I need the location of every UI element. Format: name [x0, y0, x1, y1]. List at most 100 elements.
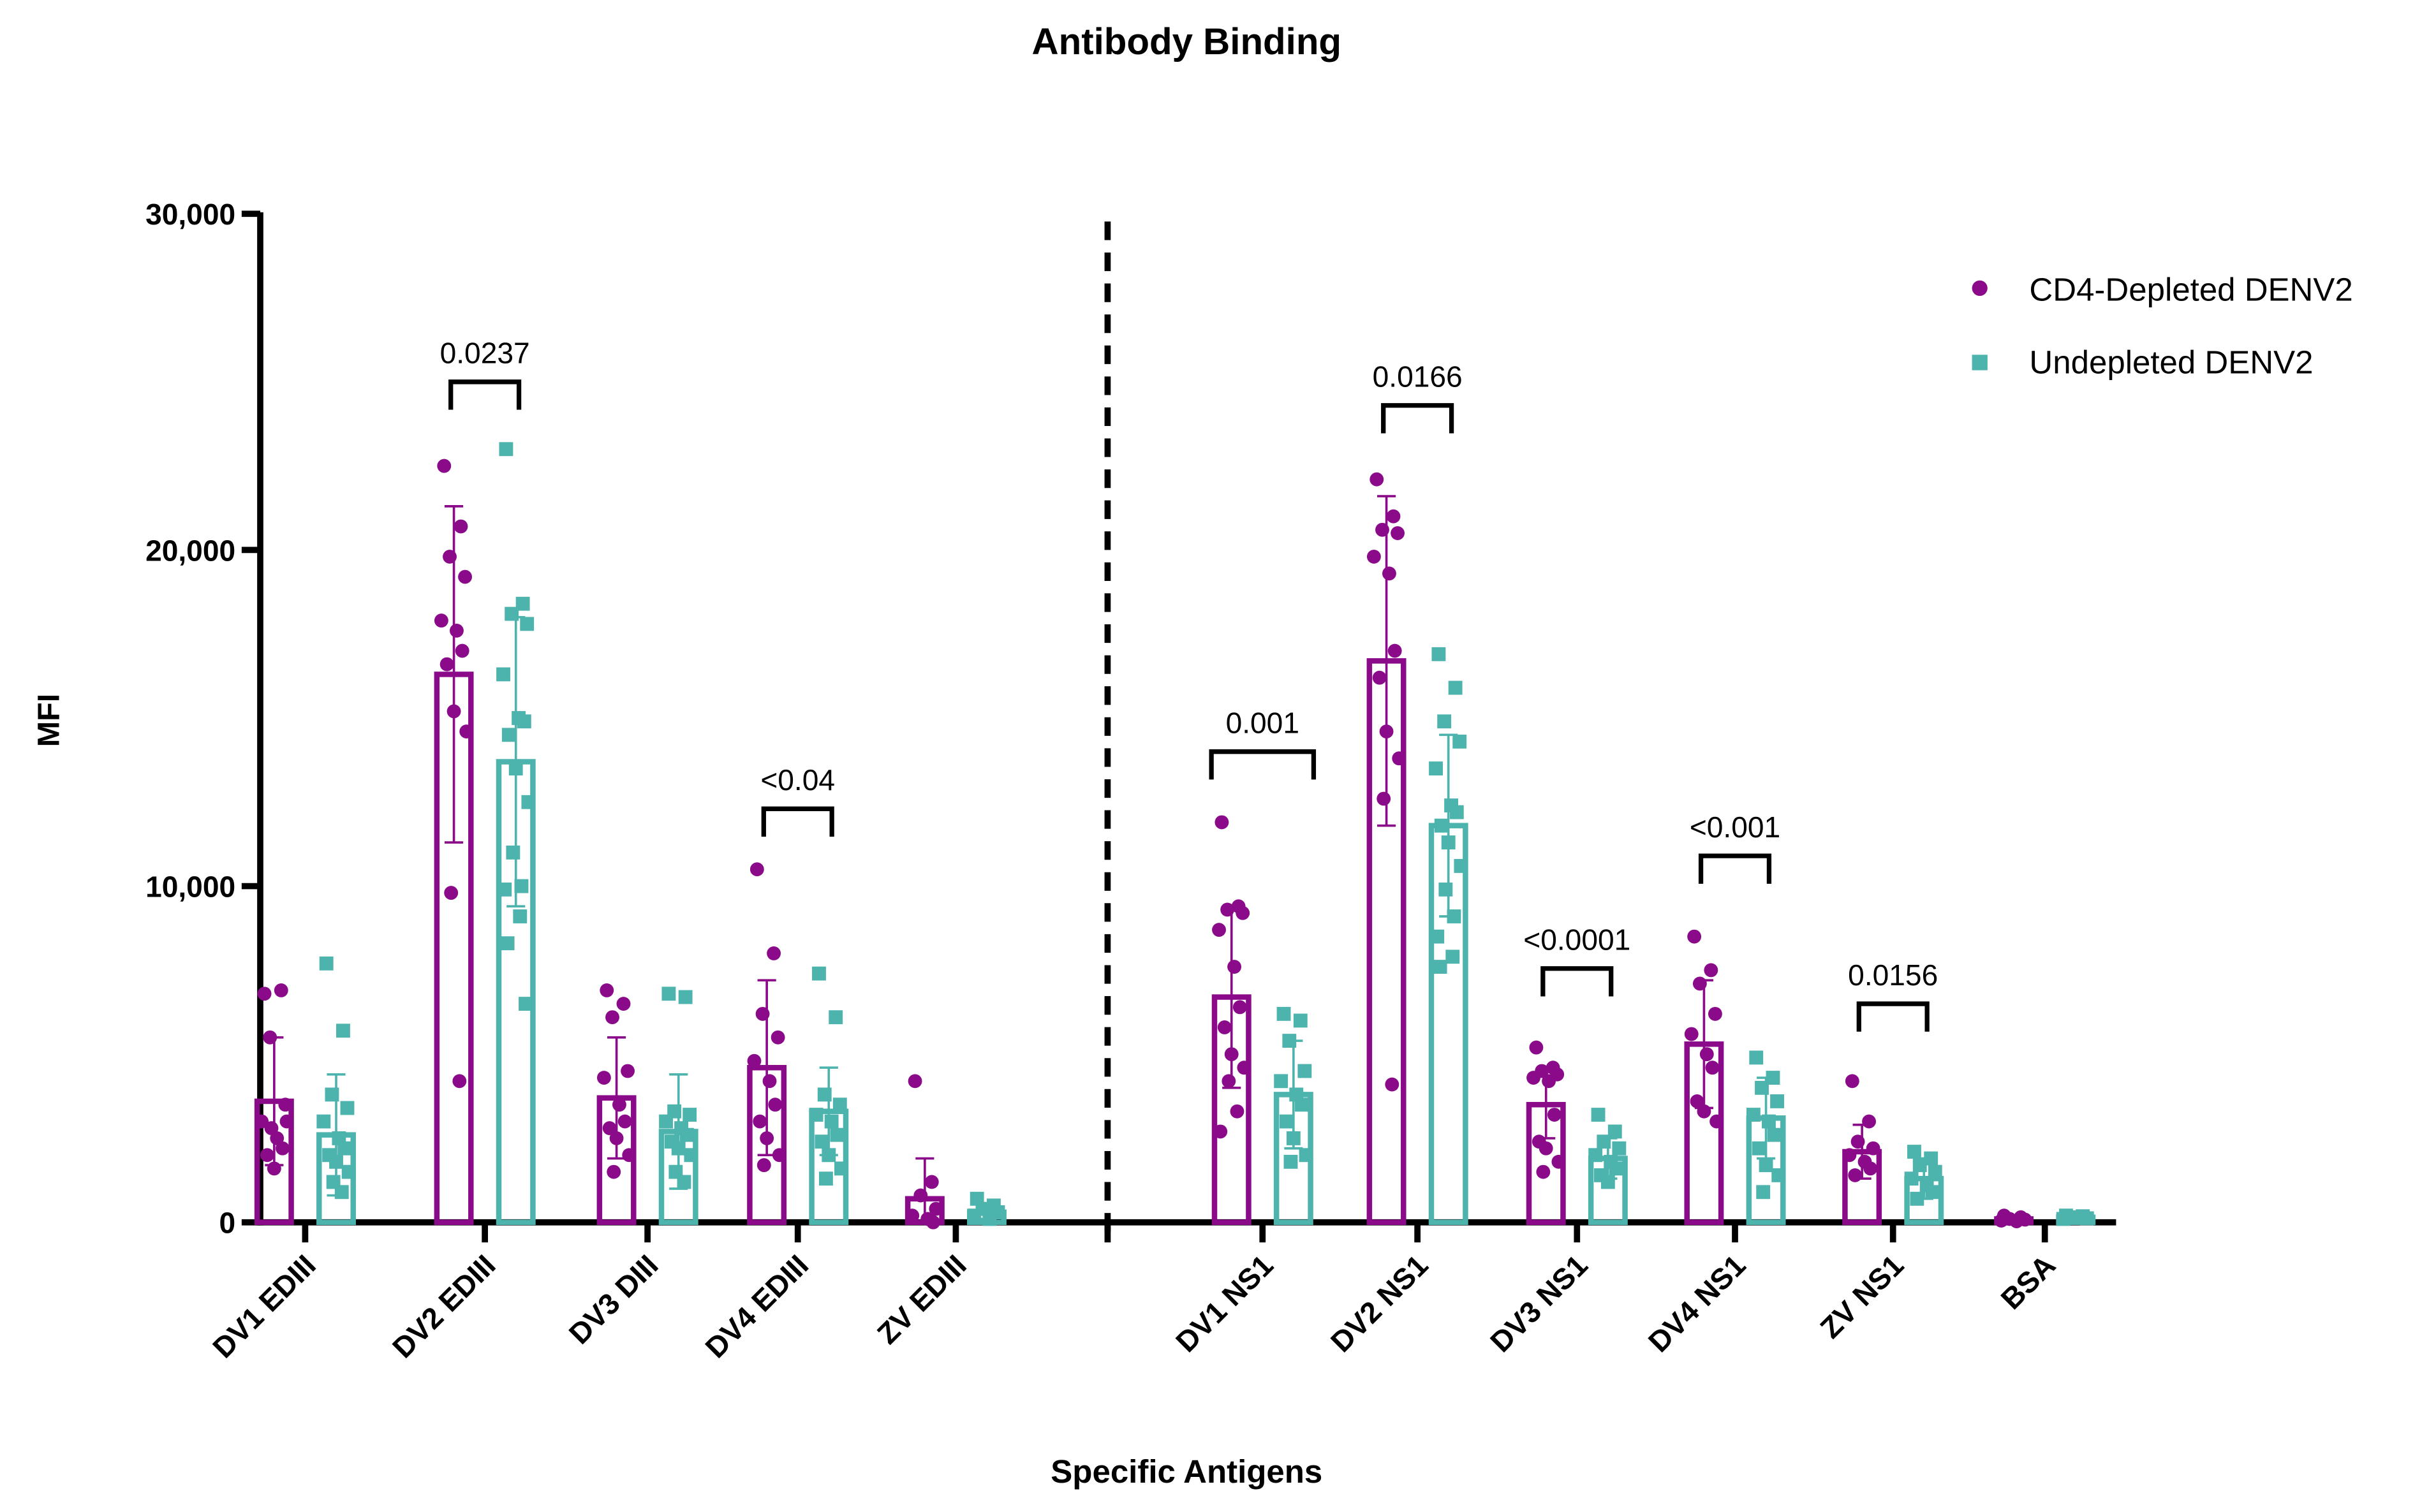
data-point [755, 1006, 770, 1021]
data-point [499, 442, 513, 457]
data-point [498, 882, 512, 897]
data-point [1449, 805, 1464, 819]
data-point [747, 1053, 762, 1068]
data-point [1863, 1161, 1878, 1176]
data-point [1379, 724, 1394, 739]
data-point [1692, 976, 1707, 991]
data-point [1842, 1148, 1857, 1163]
data-point [1387, 643, 1402, 658]
data-point [1708, 1006, 1722, 1021]
x-tick-label-zv-ns1: ZV NS1 [1813, 1248, 1910, 1344]
data-point [263, 1030, 277, 1045]
data-point [459, 724, 474, 739]
y-axis-label: MFI [31, 694, 66, 747]
data-point [1437, 714, 1452, 729]
data-point [982, 1212, 997, 1226]
x-tick-label-dv4-ns1: DV4 NS1 [1642, 1248, 1752, 1358]
data-point [439, 657, 454, 672]
bar-group-undepleted-denv2-zv-ediii [967, 1191, 1007, 1226]
data-point [1752, 1141, 1766, 1156]
p-value-label: <0.001 [1690, 811, 1780, 844]
data-point [1280, 1114, 1294, 1129]
bar-group-cd4-depleted-denv2-dv3-ns1 [1526, 1040, 1566, 1225]
data-point [505, 606, 519, 621]
data-point [337, 1141, 352, 1156]
data-point [1445, 950, 1460, 964]
data-point [1212, 923, 1226, 937]
data-point [1771, 1168, 1786, 1182]
data-point [829, 1010, 843, 1025]
data-point [1299, 1148, 1313, 1163]
data-point [926, 1215, 940, 1229]
data-point [1591, 1108, 1606, 1122]
data-point [1551, 1154, 1566, 1169]
data-point [621, 1064, 635, 1078]
data-point [1862, 1114, 1876, 1129]
data-point [519, 997, 533, 1011]
data-point [341, 1164, 356, 1179]
data-point [316, 1114, 331, 1129]
data-point [1385, 1077, 1399, 1092]
data-point [822, 1148, 836, 1163]
p-value-label: <0.0001 [1523, 923, 1630, 957]
x-tick-label-dv3-ns1: DV3 NS1 [1484, 1248, 1594, 1358]
data-point [1297, 1064, 1312, 1078]
data-point [1597, 1134, 1611, 1149]
data-point [513, 909, 528, 923]
data-point [1282, 1034, 1297, 1048]
data-point [661, 987, 676, 1001]
data-point [1230, 1104, 1244, 1119]
data-point [1236, 906, 1250, 920]
bar-group-cd4-depleted-denv2-zv-ediii [904, 1074, 945, 1229]
bar-group-undepleted-denv2-dv2-ns1 [1428, 647, 1468, 1225]
data-point [1526, 1071, 1540, 1085]
data-point [771, 1030, 785, 1045]
data-point [1434, 818, 1449, 833]
data-point [454, 519, 468, 534]
bracket-line [1856, 1001, 1930, 1032]
x-tick-label-dv2-ediii: DV2 EDIII [386, 1248, 502, 1364]
data-point [1547, 1108, 1562, 1122]
data-point [2079, 1211, 2094, 1226]
data-point [817, 1087, 832, 1102]
x-tick-label-dv4-ediii: DV4 EDIII [698, 1248, 815, 1364]
data-point [913, 1188, 928, 1203]
data-point [1600, 1175, 1615, 1189]
significance-bracket-dv2-ediii: 0.0237 [440, 337, 530, 410]
data-point [1227, 960, 1242, 974]
data-point [772, 1148, 786, 1163]
data-point [1220, 902, 1235, 917]
data-point [500, 936, 515, 951]
bracket-line [1540, 966, 1614, 997]
data-point [1536, 1164, 1551, 1179]
data-point [679, 1127, 694, 1142]
bracket-line [761, 806, 834, 837]
data-point [260, 1148, 274, 1163]
data-point [760, 1131, 774, 1145]
data-point [1848, 1168, 1863, 1182]
data-point [1448, 680, 1463, 695]
data-point [278, 1097, 293, 1112]
data-point [1866, 1141, 1880, 1156]
data-point [521, 795, 536, 809]
data-point [437, 459, 452, 473]
data-point [684, 1148, 698, 1163]
data-point [1454, 859, 1468, 873]
data-point [1392, 751, 1406, 766]
data-point [1232, 1000, 1247, 1015]
data-point [452, 1074, 467, 1089]
data-point [279, 1114, 294, 1129]
data-point [1375, 522, 1389, 537]
y-tick-label: 10,000 [145, 870, 235, 904]
data-point [616, 997, 631, 1011]
data-point [757, 1158, 771, 1173]
data-point [1276, 1006, 1291, 1021]
legend-marker-undepleted [1972, 355, 1988, 371]
y-tick-label: 0 [219, 1207, 235, 1240]
data-point [1994, 1214, 2009, 1228]
data-point [1684, 1027, 1699, 1041]
legend-label-undepleted: Undepleted DENV2 [2029, 344, 2313, 380]
x-tick-label-dv3-diii: DV3 DIII [563, 1248, 665, 1350]
bracket-line [448, 379, 522, 410]
